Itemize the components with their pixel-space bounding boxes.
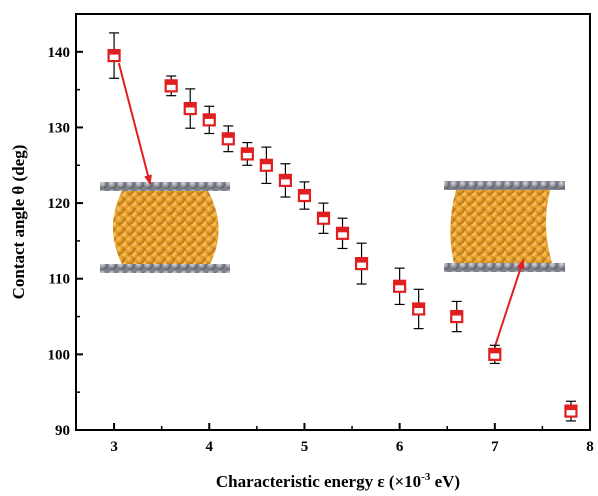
x-tick-label: 5	[301, 439, 309, 455]
data-point	[259, 146, 273, 185]
point-marker-fill	[489, 348, 501, 354]
x-axis-title-tail: eV)	[430, 472, 460, 491]
annotation-arrows	[117, 62, 525, 348]
y-axis: 90 100 110 120 130 140	[48, 45, 83, 439]
y-axis-title: Contact angle θ (deg)	[9, 145, 28, 300]
data-point	[354, 242, 369, 285]
data-point	[107, 32, 121, 79]
droplet-simulation-hydrophobic	[100, 182, 230, 273]
y-tick-label: 120	[48, 196, 71, 212]
point-marker-fill	[413, 303, 425, 308]
y-tick-label: 110	[48, 272, 70, 288]
x-tick-label: 3	[110, 439, 118, 455]
point-marker-fill	[222, 133, 234, 138]
data-point	[393, 267, 407, 306]
point-marker-fill	[317, 212, 329, 218]
data-point	[297, 181, 312, 210]
point-marker-fill	[356, 258, 368, 263]
x-tick-label: 7	[491, 439, 499, 455]
data-point	[488, 344, 502, 365]
data-point	[564, 400, 578, 422]
x-tick-label: 8	[586, 439, 594, 455]
point-marker-fill	[165, 80, 177, 85]
data-point	[240, 141, 254, 166]
x-tick-label: 4	[206, 439, 214, 455]
data-series	[107, 32, 578, 422]
data-point	[183, 88, 197, 129]
data-point	[316, 202, 331, 234]
data-point	[450, 300, 464, 333]
plot-frame	[75, 13, 591, 431]
point-marker-fill	[241, 148, 253, 153]
point-marker-fill	[279, 174, 291, 180]
y-tick-label: 100	[48, 347, 71, 363]
point-marker-fill	[565, 405, 577, 411]
point-marker-fill	[298, 190, 310, 195]
data-point	[202, 105, 216, 135]
y-tick-label: 90	[55, 423, 70, 439]
point-marker-fill	[203, 114, 215, 119]
y-tick-label: 140	[48, 45, 71, 61]
data-point	[164, 75, 178, 97]
point-marker-fill	[394, 280, 406, 286]
x-axis-title: Characteristic energy ε (×10-3 eV)	[216, 471, 460, 491]
data-point	[278, 163, 293, 198]
point-marker-fill	[260, 159, 272, 165]
annotation-arrow	[117, 62, 152, 186]
x-tick-label: 6	[396, 439, 404, 455]
point-marker-fill	[108, 50, 120, 55]
x-axis-title-superscript: -3	[421, 471, 431, 483]
annotation-arrow	[493, 258, 525, 348]
data-point	[335, 217, 350, 250]
data-point	[221, 125, 235, 153]
data-point	[412, 288, 426, 330]
point-marker-fill	[184, 103, 196, 108]
x-axis: 3 4 5 6 7 8	[110, 423, 594, 455]
x-axis-title-main: Characteristic energy ε (×10	[216, 472, 421, 491]
droplet-simulation-hydrophilic	[444, 181, 565, 272]
point-marker-fill	[337, 227, 349, 233]
point-marker-fill	[451, 311, 463, 316]
y-tick-label: 130	[48, 120, 71, 136]
